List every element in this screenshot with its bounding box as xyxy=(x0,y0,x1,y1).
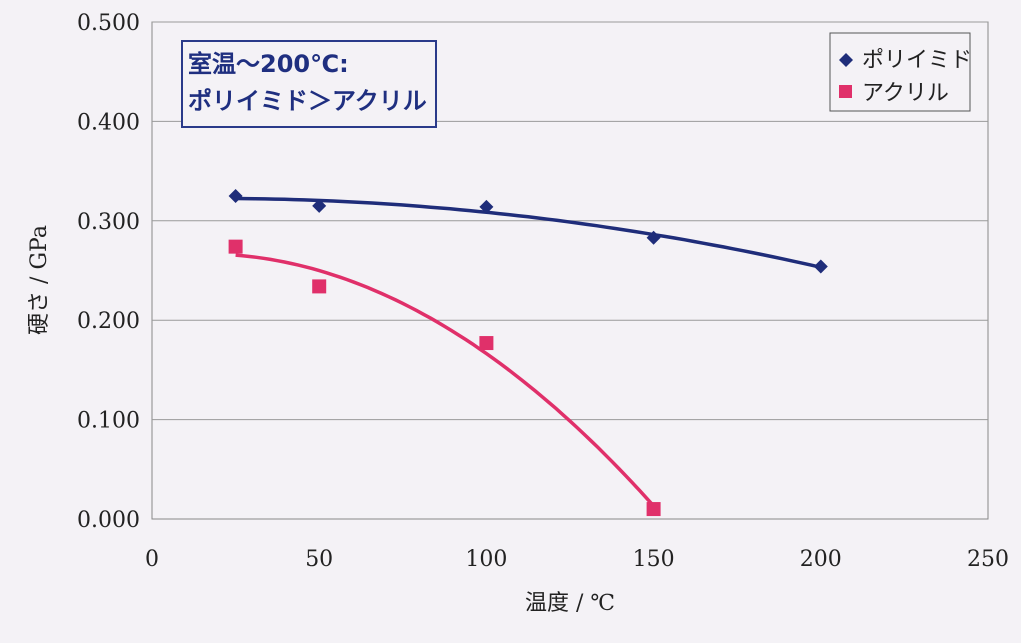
x-tick-label: 0 xyxy=(145,547,159,572)
y-tick-label: 0.200 xyxy=(77,309,140,334)
y-tick-label: 0.000 xyxy=(77,508,140,533)
annotation-box: 室温～200℃: ポリイミド＞アクリル xyxy=(181,40,437,128)
trendline-acrylic xyxy=(235,253,655,508)
annotation-line-2: ポリイミド＞アクリル xyxy=(188,87,427,115)
data-point-polyimide xyxy=(228,188,243,203)
legend-marker-acrylic xyxy=(839,85,852,98)
legend-label-acrylic: アクリル xyxy=(862,81,949,106)
y-tick-label: 0.300 xyxy=(77,210,140,235)
data-point-acrylic xyxy=(646,502,661,517)
data-point-acrylic xyxy=(228,239,243,254)
trendline-polyimide xyxy=(235,196,822,270)
x-tick-label: 200 xyxy=(800,547,842,572)
data-point-acrylic xyxy=(479,336,494,351)
x-tick-label: 250 xyxy=(967,547,1009,572)
data-point-polyimide xyxy=(646,230,661,245)
axes: 0.000 0.100 0.200 0.300 0.400 0.500 0 50 100 150 2… xyxy=(77,11,1009,572)
y-tick-label: 0.100 xyxy=(77,409,140,434)
x-axis-title: 温度 / ℃ xyxy=(525,591,615,616)
data-point-polyimide xyxy=(312,198,327,213)
legend: ポリイミド アクリル xyxy=(829,32,972,112)
legend-label-polyimide: ポリイミド xyxy=(862,48,972,73)
x-tick-label: 150 xyxy=(633,547,675,572)
annotation-line-1: 室温～200℃: xyxy=(188,50,349,78)
x-tick-label: 100 xyxy=(465,547,507,572)
y-tick-label: 0.500 xyxy=(77,11,140,36)
y-axis-title: 硬さ / GPa xyxy=(27,225,52,335)
data-point-acrylic xyxy=(312,279,327,294)
data-point-polyimide xyxy=(813,259,828,274)
x-tick-label: 50 xyxy=(305,547,333,572)
legend-marker-polyimide xyxy=(839,53,853,67)
series-layer xyxy=(228,188,828,517)
gridlines xyxy=(152,21,988,421)
data-point-polyimide xyxy=(479,199,494,214)
y-tick-label: 0.400 xyxy=(77,110,140,135)
